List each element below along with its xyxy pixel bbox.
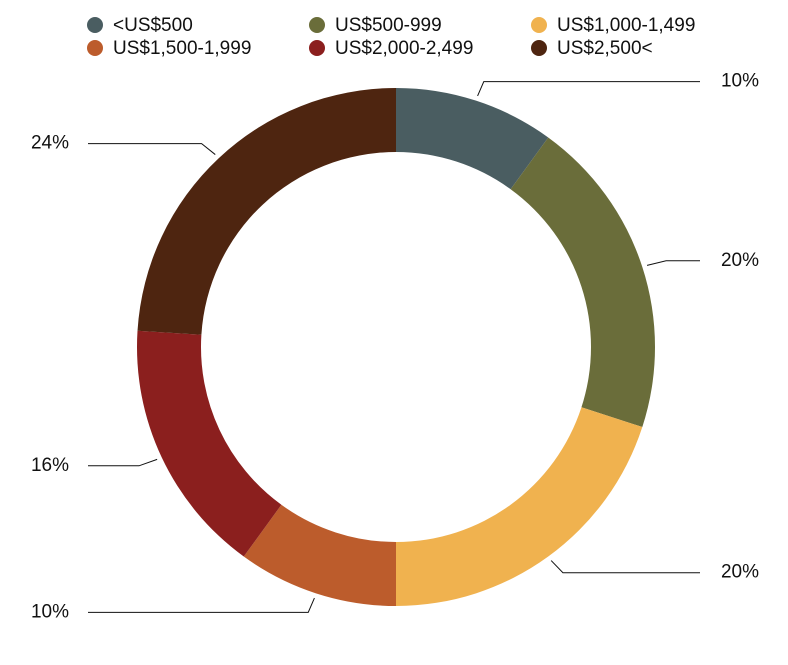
legend-label: <US$500 <box>113 15 193 36</box>
leader-line <box>88 459 157 465</box>
legend-marker <box>531 40 547 56</box>
donut-segment <box>138 88 396 335</box>
data-label: 24% <box>31 133 69 154</box>
donut-segment <box>511 137 655 427</box>
data-label: 16% <box>31 455 69 476</box>
legend-marker <box>87 17 103 33</box>
data-label: 20% <box>721 562 759 583</box>
donut-segment <box>137 331 281 557</box>
leader-line <box>551 561 700 573</box>
legend-label: US$1,500-1,999 <box>113 38 251 59</box>
leader-line <box>88 144 215 155</box>
donut-segment <box>396 407 642 606</box>
leader-line <box>647 261 700 266</box>
leader-line <box>88 598 314 612</box>
data-label: 10% <box>721 71 759 92</box>
legend-label: US$2,000-2,499 <box>335 38 473 59</box>
legend-marker <box>309 40 325 56</box>
legend-marker <box>309 17 325 33</box>
legend-marker <box>531 17 547 33</box>
legend-label: US$2,500< <box>557 38 653 59</box>
legend-label: US$500-999 <box>335 15 442 36</box>
leader-line <box>478 82 700 96</box>
legend-marker <box>87 40 103 56</box>
data-label: 20% <box>721 250 759 271</box>
data-label: 10% <box>31 601 69 622</box>
legend-label: US$1,000-1,499 <box>557 15 695 36</box>
